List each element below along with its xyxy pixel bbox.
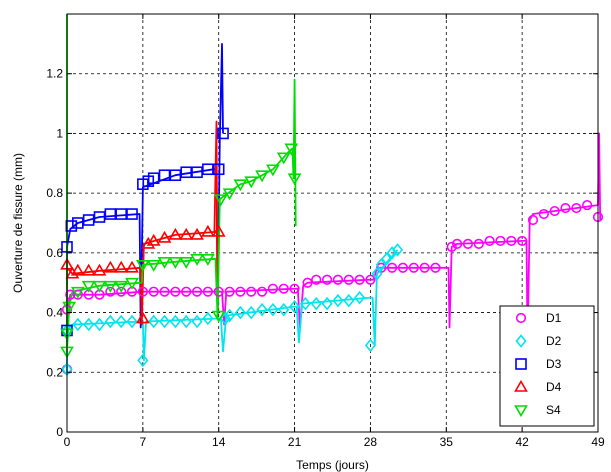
x-tick-label: 35 (440, 435, 454, 449)
y-tick-label: 0 (56, 425, 63, 439)
y-tick-label: 0.8 (46, 186, 63, 200)
y-tick-label: 0.4 (46, 306, 63, 320)
x-tick-label: 42 (515, 435, 529, 449)
y-tick-label: 0.2 (46, 365, 63, 379)
legend-label-d2: D2 (546, 334, 562, 348)
x-axis-label: Temps (jours) (296, 458, 369, 472)
x-tick-label: 21 (288, 435, 302, 449)
x-tick-label: 7 (140, 435, 147, 449)
legend-label-s4: S4 (546, 403, 561, 417)
x-tick-label: 49 (591, 435, 605, 449)
x-tick-label: 28 (364, 435, 378, 449)
y-tick-label: 1.2 (46, 67, 63, 81)
legend-label-d3: D3 (546, 357, 562, 371)
y-axis-label: Ouverture de fissure (mm) (11, 153, 25, 293)
y-tick-label: 1 (56, 126, 63, 140)
legend-label-d1: D1 (546, 311, 562, 325)
y-tick-label: 0.6 (46, 246, 63, 260)
x-tick-label: 14 (212, 435, 226, 449)
legend-label-d4: D4 (546, 380, 562, 394)
legend: D1 D2 D3 D4 S4 (500, 306, 594, 426)
x-tick-label: 0 (64, 435, 71, 449)
